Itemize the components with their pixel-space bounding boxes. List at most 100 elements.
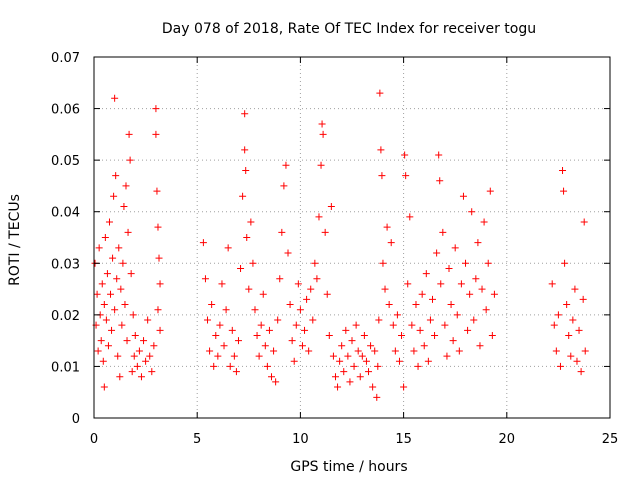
data-point: [424, 357, 432, 365]
data-point: [97, 337, 105, 345]
data-point: [336, 357, 344, 365]
data-point: [443, 352, 451, 360]
data-point: [103, 270, 111, 278]
data-point: [331, 373, 339, 381]
data-point: [474, 239, 482, 247]
data-point: [348, 337, 356, 345]
data-point: [561, 259, 569, 267]
data-point: [286, 301, 294, 309]
data-point: [559, 166, 567, 174]
data-point: [567, 352, 575, 360]
data-point: [439, 228, 447, 236]
data-point: [400, 383, 408, 391]
data-point: [369, 383, 377, 391]
data-point: [98, 280, 106, 288]
data-point: [154, 306, 162, 314]
data-point: [237, 264, 245, 272]
data-point: [99, 357, 107, 365]
data-point: [462, 259, 470, 267]
x-tick-label: 25: [602, 432, 619, 447]
data-point: [581, 347, 589, 355]
data-point: [305, 347, 313, 355]
data-point: [241, 110, 249, 118]
data-point: [276, 275, 284, 283]
data-point: [476, 342, 484, 350]
data-point: [133, 362, 141, 370]
data-point: [340, 368, 348, 376]
data-point: [292, 321, 300, 329]
data-point: [226, 362, 234, 370]
data-point: [385, 301, 393, 309]
data-point: [208, 301, 216, 309]
data-point: [94, 347, 102, 355]
data-point: [358, 352, 366, 360]
data-point: [204, 316, 212, 324]
data-point: [116, 373, 124, 381]
data-point: [135, 347, 143, 355]
data-point: [296, 306, 304, 314]
data-point: [255, 352, 263, 360]
data-point: [447, 301, 455, 309]
data-point: [146, 352, 154, 360]
data-point: [230, 352, 238, 360]
data-point: [123, 337, 131, 345]
data-point: [142, 357, 150, 365]
data-point: [365, 368, 373, 376]
grid: [94, 57, 610, 418]
data-point: [436, 177, 444, 185]
data-point: [313, 275, 321, 283]
data-point: [466, 290, 474, 298]
y-tick-label: 0.02: [51, 309, 80, 324]
data-point: [220, 342, 228, 350]
data-point: [381, 285, 389, 293]
data-point: [110, 192, 118, 200]
data-point: [395, 357, 403, 365]
data-point: [484, 259, 492, 267]
data-point: [437, 280, 445, 288]
data-point: [218, 280, 226, 288]
x-tick-label: 0: [90, 432, 98, 447]
y-tick-label: 0.01: [51, 360, 80, 375]
data-point: [216, 321, 224, 329]
data-point: [112, 172, 120, 180]
data-point: [552, 347, 560, 355]
data-point: [117, 285, 125, 293]
data-point: [412, 301, 420, 309]
data-point: [377, 146, 385, 154]
data-point: [101, 234, 109, 241]
data-point: [371, 347, 379, 355]
data-point: [270, 347, 278, 355]
data-point: [128, 368, 136, 376]
data-point: [327, 203, 335, 211]
data-point: [356, 373, 364, 381]
data-point: [367, 342, 375, 350]
data-point: [383, 223, 391, 231]
data-point: [120, 203, 128, 211]
data-point: [239, 192, 247, 200]
data-point: [387, 239, 395, 247]
data-point: [573, 357, 581, 365]
data-point: [114, 352, 122, 360]
data-point: [201, 275, 209, 283]
data-point: [121, 301, 129, 309]
data-point: [102, 316, 110, 324]
data-point: [556, 362, 564, 370]
data-point: [464, 326, 472, 334]
data-point: [309, 316, 317, 324]
data-point: [389, 321, 397, 329]
data-point: [565, 331, 573, 339]
data-point: [406, 213, 414, 221]
data-point: [294, 280, 302, 288]
data-point: [379, 259, 387, 267]
data-point: [455, 347, 463, 355]
data-point: [410, 347, 418, 355]
data-point: [486, 187, 494, 195]
data-point: [105, 218, 113, 226]
data-point: [391, 347, 399, 355]
data-point: [107, 290, 115, 298]
data-point: [148, 368, 156, 376]
x-axis-label: GPS time / hours: [290, 459, 407, 475]
data-point: [228, 326, 236, 334]
data-point: [579, 295, 587, 303]
data-point: [318, 120, 326, 128]
